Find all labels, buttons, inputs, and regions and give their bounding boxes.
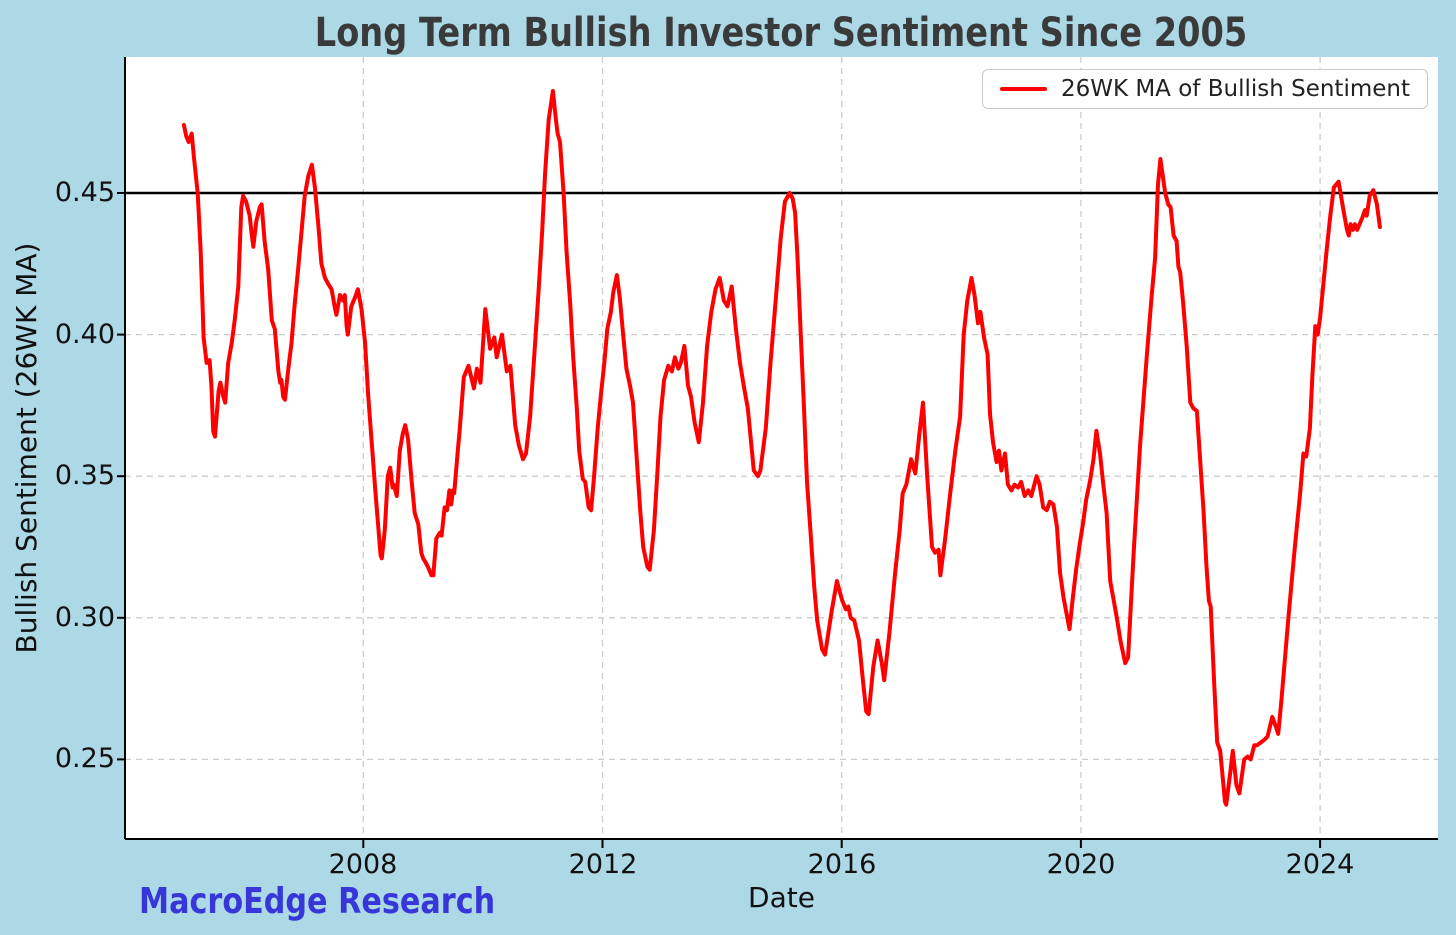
chart-title-text: Long Term Bullish Investor Sentiment Sin… (315, 10, 1248, 56)
y-tick-label-0.35: 0.35 (54, 460, 115, 491)
legend-label: 26WK MA of Bullish Sentiment (1060, 76, 1410, 102)
x-tick-label-2012: 2012 (568, 849, 638, 880)
watermark: MacroEdge Research (139, 881, 563, 922)
y-tick-labels: 0.25 0.30 0.35 0.40 0.45 (0, 0, 120, 935)
y-tick-label-0.45: 0.45 (54, 177, 115, 208)
y-tick-label-0.40: 0.40 (54, 319, 115, 350)
legend: 26WK MA of Bullish Sentiment (981, 69, 1428, 109)
y-tick-label-0.25: 0.25 (54, 743, 115, 774)
watermark-text: MacroEdge Research (139, 881, 496, 922)
plot-area (125, 57, 1438, 839)
y-tick-label-0.30: 0.30 (54, 602, 115, 633)
x-tick-labels: 2008 2012 2016 2020 2024 (0, 849, 1456, 881)
x-tick-label-2016: 2016 (807, 849, 877, 880)
chart-title: Long Term Bullish Investor Sentiment Sin… (125, 10, 1438, 56)
x-tick-label-2020: 2020 (1046, 849, 1116, 880)
legend-line-sample (999, 86, 1047, 92)
x-tick-label-2024: 2024 (1285, 849, 1355, 880)
x-axis-label: Date (748, 881, 815, 914)
sentiment-line (181, 89, 1382, 807)
x-tick-label-2008: 2008 (328, 849, 398, 880)
